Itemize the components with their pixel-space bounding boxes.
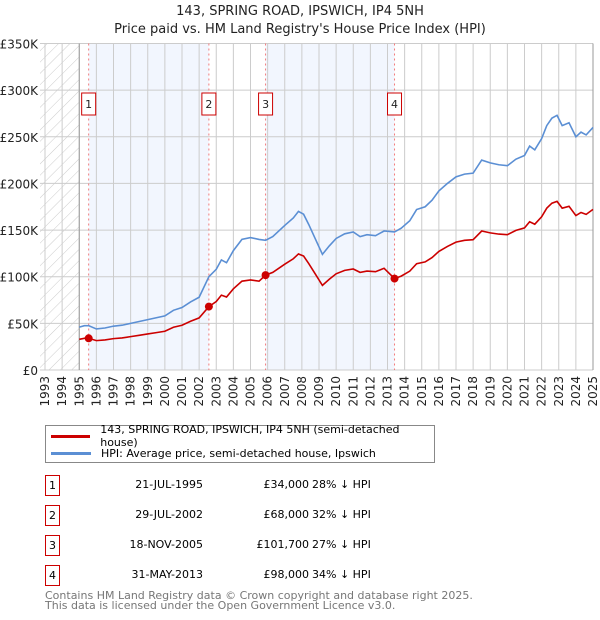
x-tick-label: 2000: [158, 376, 172, 407]
x-tick-label: 2013: [381, 376, 395, 407]
x-tick-label: 2019: [483, 376, 497, 407]
sale-date: 29-JUL-2002: [135, 508, 203, 521]
sale-row: 1 21-JUL-1995 £34,000 28% ↓ HPI: [45, 475, 445, 497]
sale-hpi-diff: 32% ↓ HPI: [312, 508, 371, 521]
footer-copyright: Contains HM Land Registry data © Crown c…: [45, 589, 473, 602]
sale-row: 3 18-NOV-2005 £101,700 27% ↓ HPI: [45, 535, 445, 557]
x-tick-label: 1999: [141, 376, 155, 407]
x-tick-label: 2021: [518, 376, 532, 407]
x-tick-label: 2025: [586, 376, 600, 407]
chart-svg: 1993 1994 1995 1996 1997 1998 1999 2000 2001 2002…: [0, 38, 600, 407]
x-tick-label: 2017: [449, 376, 463, 407]
sale-date: 21-JUL-1995: [135, 478, 203, 491]
sale-price: £34,000: [263, 478, 310, 491]
legend-label-price: 143, SPRING ROAD, IPSWICH, IP4 5NH (semi…: [100, 423, 400, 449]
x-tick-label: 2022: [535, 376, 549, 407]
y-tick-label: £100K: [0, 271, 39, 285]
legend-item-hpi: HPI: Average price, semi-detached house,…: [51, 445, 376, 461]
chart-title: 143, SPRING ROAD, IPSWICH, IP4 5NH: [176, 4, 424, 19]
x-tick-label: 2002: [192, 376, 206, 407]
sale-number: 3: [45, 535, 60, 556]
x-tick-label: 2005: [244, 376, 258, 407]
sale-1-marker-box: [81, 92, 97, 116]
price-paid-line: [79, 200, 594, 342]
sale-3-marker-label: 3: [262, 98, 269, 111]
sale-price: £98,000: [263, 568, 310, 581]
y-tick-label: £200K: [0, 177, 39, 191]
sale-date: 31-MAY-2013: [131, 568, 203, 581]
sale-hpi-diff: 34% ↓ HPI: [312, 568, 371, 581]
y-tick-label: £50K: [7, 317, 39, 331]
sale-2-marker-box: [201, 92, 217, 116]
legend: 143, SPRING ROAD, IPSWICH, IP4 5NH (semi…: [45, 423, 435, 463]
x-tick-label: 2008: [295, 376, 309, 407]
legend-label-hpi: HPI: Average price, semi-detached house,…: [101, 446, 376, 460]
y-tick-label: £250K: [0, 131, 39, 145]
sale-row: 4 31-MAY-2013 £98,000 34% ↓ HPI: [45, 565, 445, 587]
y-tick-label: £350K: [0, 38, 39, 52]
legend-item-price: 143, SPRING ROAD, IPSWICH, IP4 5NH (semi…: [51, 423, 434, 449]
sale-2-point: [204, 302, 213, 311]
chart-subtitle: Price paid vs. HM Land Registry's House …: [114, 22, 486, 37]
x-tick-label: 2003: [209, 376, 223, 407]
sale-4-marker-label: 4: [391, 98, 398, 111]
y-tick-label: £150K: [0, 224, 39, 238]
x-tick-label: 1997: [107, 376, 121, 407]
sale-price: £101,700: [256, 538, 310, 551]
sale-1-marker-label: 1: [85, 98, 92, 111]
sale-hpi-diff: 27% ↓ HPI: [312, 538, 371, 551]
x-tick-label: 2018: [466, 376, 480, 407]
legend-swatch-hpi: [51, 451, 91, 455]
sale-1-point: [84, 334, 93, 343]
ownership-band: [88, 43, 209, 370]
sale-4-point: [390, 274, 399, 283]
x-tick-label: 1998: [124, 376, 138, 407]
sale-row: 2 29-JUL-2002 £68,000 32% ↓ HPI: [45, 505, 445, 527]
x-tick-label: 1993: [38, 376, 52, 407]
y-tick-label: £300K: [0, 84, 39, 98]
x-tick-label: 2023: [552, 376, 566, 407]
sale-price: £68,000: [263, 508, 310, 521]
x-tick-label: 2012: [363, 376, 377, 407]
x-tick-label: 2009: [312, 376, 326, 407]
x-tick-label: 2001: [175, 376, 189, 407]
sale-4-marker-box: [387, 92, 403, 116]
pre-data-hatch: [40, 43, 80, 370]
x-tick-label: 2016: [432, 376, 446, 407]
x-tick-label: 2020: [500, 376, 514, 407]
x-tick-label: 1995: [72, 376, 86, 407]
x-tick-label: 2010: [329, 376, 343, 407]
x-tick-label: 2006: [261, 376, 275, 407]
x-tick-label: 1996: [89, 376, 103, 407]
legend-swatch-price: [51, 434, 91, 438]
x-tick-label: 2015: [415, 376, 429, 407]
ownership-band: [265, 43, 395, 370]
footer-licence: This data is licensed under the Open Gov…: [45, 599, 396, 612]
sale-2-marker-label: 2: [205, 98, 212, 111]
hpi-line: [79, 114, 594, 330]
sale-number: 1: [45, 475, 60, 496]
sale-3-marker-box: [258, 92, 274, 116]
x-tick-label: 2024: [569, 376, 583, 407]
x-tick-label: 2011: [346, 376, 360, 407]
x-tick-label: 1994: [55, 376, 69, 407]
sale-hpi-diff: 28% ↓ HPI: [312, 478, 371, 491]
y-tick-label: £0: [23, 364, 38, 378]
x-tick-label: 2004: [226, 376, 240, 407]
sale-number: 2: [45, 505, 60, 526]
sale-number: 4: [45, 565, 60, 586]
x-tick-label: 2007: [278, 376, 292, 407]
sale-3-point: [261, 271, 270, 280]
sale-date: 18-NOV-2005: [129, 538, 203, 551]
x-tick-label: 2014: [398, 376, 412, 407]
